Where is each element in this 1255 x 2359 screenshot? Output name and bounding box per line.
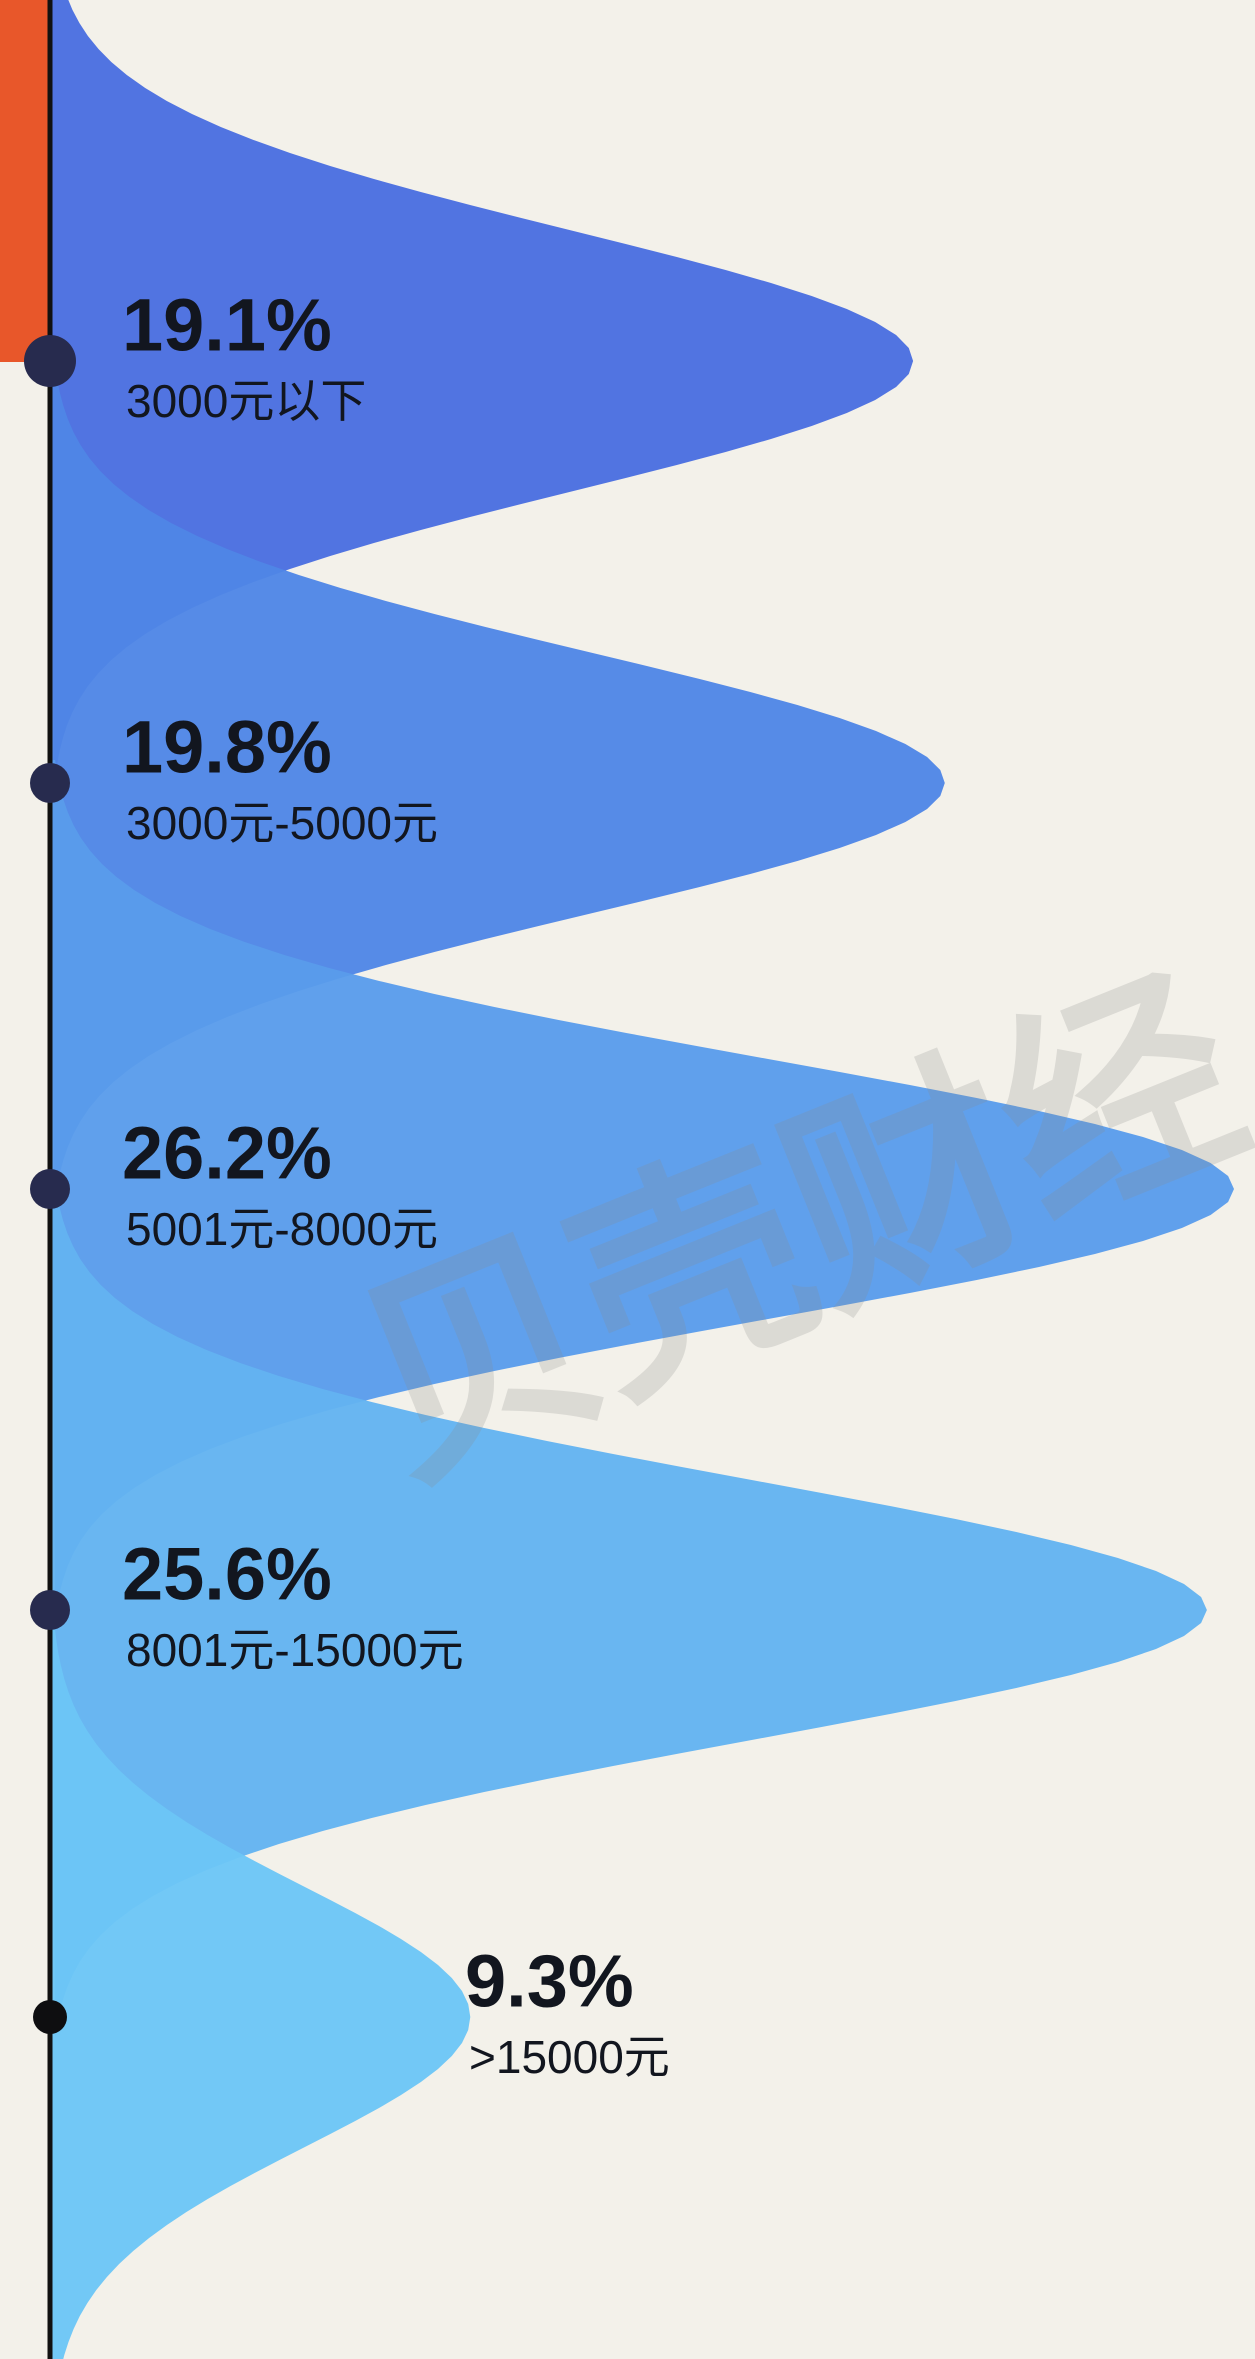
value-label: 9.3% bbox=[465, 1940, 634, 2023]
category-label: 8001元-15000元 bbox=[126, 1624, 464, 1676]
category-label: 3000元以下 bbox=[126, 375, 366, 427]
dot bbox=[30, 1169, 70, 1209]
category-label: 5001元-8000元 bbox=[126, 1203, 438, 1255]
value-label: 26.2% bbox=[122, 1112, 332, 1195]
dot bbox=[30, 763, 70, 803]
bells bbox=[50, 0, 1234, 2359]
category-label: >15000元 bbox=[469, 2031, 670, 2083]
bell bbox=[50, 1588, 471, 2359]
dot bbox=[24, 335, 76, 387]
bell bbox=[50, 1181, 1207, 2039]
labels: 19.1% 3000元以下 19.8% 3000元-5000元 26.2% 5001元-8… bbox=[24, 284, 670, 2083]
bell bbox=[50, 0, 914, 790]
dot bbox=[30, 1590, 70, 1630]
accent-bar bbox=[0, 0, 48, 362]
category-label: 3000元-5000元 bbox=[126, 797, 438, 849]
dot bbox=[33, 2000, 67, 2034]
value-label: 19.8% bbox=[122, 706, 332, 789]
value-label: 19.1% bbox=[122, 284, 332, 367]
value-label: 25.6% bbox=[122, 1533, 332, 1616]
